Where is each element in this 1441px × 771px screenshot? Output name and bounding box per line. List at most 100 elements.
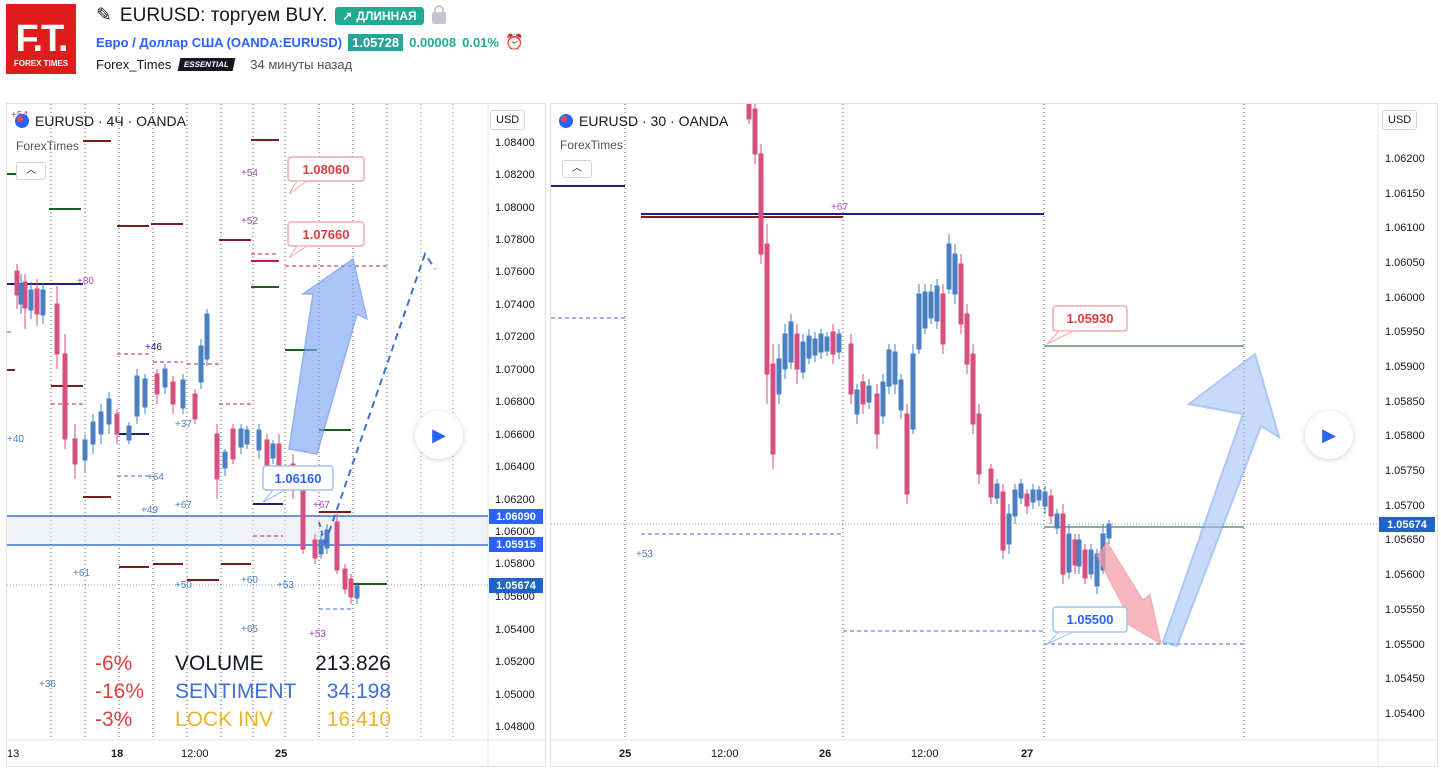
svg-text:+60: +60 [241,575,258,586]
left-chart-panel[interactable]: 1.08060 1.07660 1.06160 +54 +80 +46 +37 … [6,103,546,767]
svg-text:1.05650: 1.05650 [1385,534,1425,546]
stats-row-sentiment: -16% SENTIMENT 34.198 [95,680,391,703]
svg-text:+54: +54 [241,168,258,179]
price-box: 1.05728 [348,33,404,51]
right-chart-canvas[interactable]: 1.05930 1.05500 +67 +53 1.06200 1.06150 … [551,104,1437,766]
arrow-up-right-icon: ↗ [342,8,353,23]
svg-text:1.05450: 1.05450 [1385,673,1425,685]
left-chart-subtitle: ForexTimes [16,139,79,153]
svg-text:1.06000: 1.06000 [1385,292,1425,304]
right-y-axis: 1.06200 1.06150 1.06100 1.06050 1.06000 … [1385,153,1425,720]
symbol-line: Евро / Доллар США (OANDA:EURUSD) 1.05728… [96,33,524,51]
svg-text:13: 13 [7,748,19,760]
left-callout-2: 1.07660 [303,227,350,242]
svg-text:+37: +37 [175,419,192,430]
symbol-code-link[interactable]: (OANDA:EURUSD) [226,34,343,50]
stats-overlay: -6% VOLUME 213.826 -16% SENTIMENT 34.198… [95,650,391,734]
svg-text:+65: +65 [241,624,258,635]
right-currency-button[interactable]: USD [1382,110,1418,130]
left-chart-title: EURUSD · 4Ч · OANDA [15,113,186,129]
svg-text:1.06000: 1.06000 [495,526,535,538]
svg-text:+67: +67 [313,500,330,511]
svg-text:+53: +53 [636,549,653,560]
svg-text:1.06100: 1.06100 [1385,222,1425,234]
svg-text:+52: +52 [241,216,258,227]
left-price-tag-2: 1.05915 [496,539,536,551]
svg-text:1.05800: 1.05800 [495,558,535,570]
svg-text:1.05700: 1.05700 [1385,500,1425,512]
left-currency-button[interactable]: USD [490,110,526,130]
idea-title-text: EURUSD: торгуем BUY. [119,4,328,26]
svg-text:+64: +64 [147,472,164,483]
left-callout-3: 1.06160 [275,471,322,486]
svg-text:25: 25 [275,748,287,760]
svg-text:+53: +53 [309,629,326,640]
svg-text:12:00: 12:00 [911,748,939,760]
svg-text:+67: +67 [831,202,848,213]
svg-text:+53: +53 [277,580,294,591]
svg-text:1.05950: 1.05950 [1385,326,1425,338]
right-x-axis: 25 12:00 26 12:00 27 [619,748,1033,760]
left-price-tag-3: 1.05674 [496,580,537,592]
svg-text:1.05900: 1.05900 [1385,361,1425,373]
svg-text:1.05200: 1.05200 [495,656,535,668]
left-collapse-button[interactable]: ︿ [16,162,46,180]
svg-text:1.07200: 1.07200 [495,331,535,343]
stats-row-lock-inv: -3% LOCK INV 16.410 [95,708,391,731]
svg-text:1.05500: 1.05500 [1385,639,1425,651]
right-callout-2: 1.05500 [1067,612,1114,627]
svg-text:1.06200: 1.06200 [495,494,535,506]
svg-text:1.06150: 1.06150 [1385,188,1425,200]
svg-text:25: 25 [619,748,631,760]
svg-text:1.07000: 1.07000 [495,364,535,376]
right-callout-1: 1.05930 [1067,311,1114,326]
svg-text:1.07800: 1.07800 [495,234,535,246]
play-icon: ▶ [1322,424,1336,445]
svg-text:1.04800: 1.04800 [495,721,535,733]
left-callout-1: 1.08060 [303,162,350,177]
right-chart-panel[interactable]: 1.05930 1.05500 +67 +53 1.06200 1.06150 … [550,103,1438,767]
svg-text:1.06400: 1.06400 [495,461,535,473]
change-abs: 0.00008 [409,34,457,50]
svg-text:1.05750: 1.05750 [1385,465,1425,477]
svg-text:1.07400: 1.07400 [495,299,535,311]
chevron-up-icon: ︿ [26,165,36,176]
svg-text:1.07600: 1.07600 [495,266,535,278]
svg-text:1.05850: 1.05850 [1385,396,1425,408]
svg-text:1.06600: 1.06600 [495,429,535,441]
right-candles [746,104,1112,594]
change-pct: 0.01% [462,34,499,50]
flag-icon [559,114,573,128]
alarm-clock-icon[interactable]: ⏰ [504,34,524,51]
svg-text:12:00: 12:00 [711,748,739,760]
svg-text:26: 26 [819,748,831,760]
symbol-name-link[interactable]: Евро / Доллар США [96,34,224,50]
forex-times-logo[interactable]: F.T. FOREX TIMES [6,4,76,74]
svg-text:1.05800: 1.05800 [1385,430,1425,442]
right-chart-subtitle: ForexTimes [560,138,623,152]
svg-text:12:00: 12:00 [181,748,209,760]
svg-text:1.08400: 1.08400 [495,137,535,149]
left-play-button[interactable]: ▶ [415,411,463,459]
svg-text:+61: +61 [73,568,90,579]
left-chart-canvas[interactable]: 1.08060 1.07660 1.06160 +54 +80 +46 +37 … [7,104,545,766]
right-collapse-button[interactable]: ︿ [562,160,592,178]
svg-text:+49: +49 [141,505,158,516]
svg-text:+36: +36 [39,679,56,690]
play-icon: ▶ [432,424,446,445]
left-price-tag-1: 1.06090 [496,511,536,523]
time-ago: 34 минуты назад [250,57,353,72]
svg-text:1.08000: 1.08000 [495,202,535,214]
svg-text:27: 27 [1021,748,1033,760]
svg-text:1.05400: 1.05400 [1385,708,1425,720]
idea-title: ✎ EURUSD: торгуем BUY. ↗ ДЛИННАЯ [96,4,446,27]
svg-text:18: 18 [111,748,123,760]
author-link[interactable]: Forex_Times [96,57,172,72]
svg-text:1.05550: 1.05550 [1385,604,1425,616]
svg-text:+50: +50 [175,580,192,591]
right-play-button[interactable]: ▶ [1305,411,1353,459]
svg-text:1.06050: 1.06050 [1385,257,1425,269]
svg-text:1.05400: 1.05400 [495,624,535,636]
chevron-up-icon: ︿ [572,163,582,174]
flag-icon [15,114,29,128]
